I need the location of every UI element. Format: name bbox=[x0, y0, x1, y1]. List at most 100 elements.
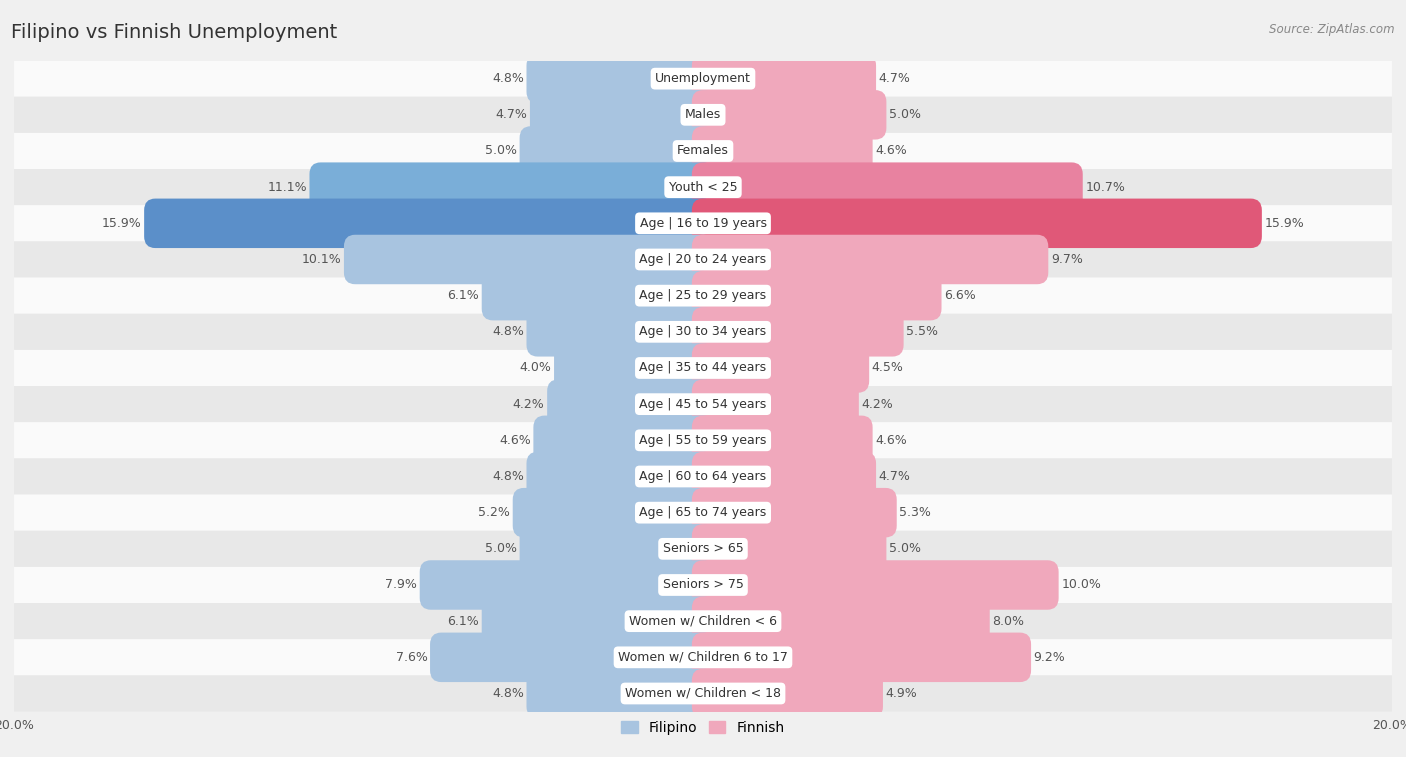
FancyBboxPatch shape bbox=[554, 343, 714, 393]
FancyBboxPatch shape bbox=[14, 675, 1392, 712]
FancyBboxPatch shape bbox=[14, 567, 1392, 603]
FancyBboxPatch shape bbox=[692, 524, 886, 574]
FancyBboxPatch shape bbox=[14, 133, 1392, 169]
FancyBboxPatch shape bbox=[482, 271, 714, 320]
FancyBboxPatch shape bbox=[692, 560, 1059, 609]
FancyBboxPatch shape bbox=[482, 597, 714, 646]
FancyBboxPatch shape bbox=[526, 54, 714, 104]
Text: Women w/ Children < 18: Women w/ Children < 18 bbox=[626, 687, 780, 700]
Text: 5.0%: 5.0% bbox=[485, 542, 517, 556]
FancyBboxPatch shape bbox=[14, 639, 1392, 675]
Text: 6.1%: 6.1% bbox=[447, 289, 479, 302]
Text: 4.0%: 4.0% bbox=[520, 362, 551, 375]
FancyBboxPatch shape bbox=[14, 205, 1392, 241]
Text: 7.9%: 7.9% bbox=[385, 578, 418, 591]
Text: 5.5%: 5.5% bbox=[907, 326, 938, 338]
FancyBboxPatch shape bbox=[692, 307, 904, 357]
Text: Age | 16 to 19 years: Age | 16 to 19 years bbox=[640, 217, 766, 230]
Text: 15.9%: 15.9% bbox=[101, 217, 142, 230]
Text: 4.8%: 4.8% bbox=[492, 72, 524, 85]
Text: Age | 25 to 29 years: Age | 25 to 29 years bbox=[640, 289, 766, 302]
FancyBboxPatch shape bbox=[692, 126, 873, 176]
FancyBboxPatch shape bbox=[692, 379, 859, 429]
FancyBboxPatch shape bbox=[420, 560, 714, 609]
Text: 4.8%: 4.8% bbox=[492, 326, 524, 338]
FancyBboxPatch shape bbox=[520, 524, 714, 574]
Text: 8.0%: 8.0% bbox=[993, 615, 1025, 628]
Text: 10.1%: 10.1% bbox=[301, 253, 342, 266]
Text: Age | 45 to 54 years: Age | 45 to 54 years bbox=[640, 397, 766, 410]
Text: 7.6%: 7.6% bbox=[395, 651, 427, 664]
Text: 5.0%: 5.0% bbox=[889, 542, 921, 556]
Text: 10.7%: 10.7% bbox=[1085, 181, 1125, 194]
Text: Age | 30 to 34 years: Age | 30 to 34 years bbox=[640, 326, 766, 338]
Text: 6.1%: 6.1% bbox=[447, 615, 479, 628]
Text: 10.0%: 10.0% bbox=[1062, 578, 1101, 591]
Legend: Filipino, Finnish: Filipino, Finnish bbox=[616, 715, 790, 740]
FancyBboxPatch shape bbox=[14, 241, 1392, 278]
Text: 4.6%: 4.6% bbox=[875, 434, 907, 447]
FancyBboxPatch shape bbox=[692, 54, 876, 104]
Text: 5.3%: 5.3% bbox=[900, 506, 931, 519]
Text: Youth < 25: Youth < 25 bbox=[669, 181, 737, 194]
Text: Unemployment: Unemployment bbox=[655, 72, 751, 85]
FancyBboxPatch shape bbox=[14, 350, 1392, 386]
Text: Age | 65 to 74 years: Age | 65 to 74 years bbox=[640, 506, 766, 519]
Text: 4.8%: 4.8% bbox=[492, 470, 524, 483]
FancyBboxPatch shape bbox=[14, 603, 1392, 639]
FancyBboxPatch shape bbox=[14, 531, 1392, 567]
FancyBboxPatch shape bbox=[692, 668, 883, 718]
Text: 4.7%: 4.7% bbox=[879, 470, 911, 483]
FancyBboxPatch shape bbox=[692, 343, 869, 393]
Text: 4.8%: 4.8% bbox=[492, 687, 524, 700]
FancyBboxPatch shape bbox=[526, 452, 714, 501]
Text: 4.2%: 4.2% bbox=[513, 397, 544, 410]
FancyBboxPatch shape bbox=[513, 488, 714, 537]
FancyBboxPatch shape bbox=[692, 198, 1261, 248]
Text: Age | 20 to 24 years: Age | 20 to 24 years bbox=[640, 253, 766, 266]
Text: 9.2%: 9.2% bbox=[1033, 651, 1066, 664]
FancyBboxPatch shape bbox=[692, 235, 1049, 284]
FancyBboxPatch shape bbox=[344, 235, 714, 284]
Text: Age | 35 to 44 years: Age | 35 to 44 years bbox=[640, 362, 766, 375]
FancyBboxPatch shape bbox=[530, 90, 714, 139]
FancyBboxPatch shape bbox=[14, 422, 1392, 459]
FancyBboxPatch shape bbox=[14, 459, 1392, 494]
Text: 15.9%: 15.9% bbox=[1264, 217, 1305, 230]
Text: Females: Females bbox=[678, 145, 728, 157]
Text: Age | 55 to 59 years: Age | 55 to 59 years bbox=[640, 434, 766, 447]
Text: 4.2%: 4.2% bbox=[862, 397, 893, 410]
Text: 5.2%: 5.2% bbox=[478, 506, 510, 519]
FancyBboxPatch shape bbox=[14, 169, 1392, 205]
FancyBboxPatch shape bbox=[692, 163, 1083, 212]
FancyBboxPatch shape bbox=[14, 494, 1392, 531]
FancyBboxPatch shape bbox=[692, 271, 942, 320]
Text: Males: Males bbox=[685, 108, 721, 121]
FancyBboxPatch shape bbox=[692, 416, 873, 465]
FancyBboxPatch shape bbox=[14, 313, 1392, 350]
Text: 4.9%: 4.9% bbox=[886, 687, 917, 700]
FancyBboxPatch shape bbox=[526, 307, 714, 357]
FancyBboxPatch shape bbox=[14, 386, 1392, 422]
FancyBboxPatch shape bbox=[692, 597, 990, 646]
Text: 5.0%: 5.0% bbox=[485, 145, 517, 157]
FancyBboxPatch shape bbox=[14, 61, 1392, 97]
FancyBboxPatch shape bbox=[547, 379, 714, 429]
FancyBboxPatch shape bbox=[14, 278, 1392, 313]
Text: 4.5%: 4.5% bbox=[872, 362, 904, 375]
Text: Women w/ Children < 6: Women w/ Children < 6 bbox=[628, 615, 778, 628]
FancyBboxPatch shape bbox=[430, 633, 714, 682]
Text: 4.6%: 4.6% bbox=[499, 434, 531, 447]
Text: Seniors > 65: Seniors > 65 bbox=[662, 542, 744, 556]
Text: 4.7%: 4.7% bbox=[879, 72, 911, 85]
Text: 4.7%: 4.7% bbox=[495, 108, 527, 121]
FancyBboxPatch shape bbox=[309, 163, 714, 212]
FancyBboxPatch shape bbox=[692, 452, 876, 501]
Text: 6.6%: 6.6% bbox=[945, 289, 976, 302]
FancyBboxPatch shape bbox=[692, 488, 897, 537]
FancyBboxPatch shape bbox=[526, 668, 714, 718]
Text: 5.0%: 5.0% bbox=[889, 108, 921, 121]
FancyBboxPatch shape bbox=[520, 126, 714, 176]
Text: 4.6%: 4.6% bbox=[875, 145, 907, 157]
FancyBboxPatch shape bbox=[692, 90, 886, 139]
